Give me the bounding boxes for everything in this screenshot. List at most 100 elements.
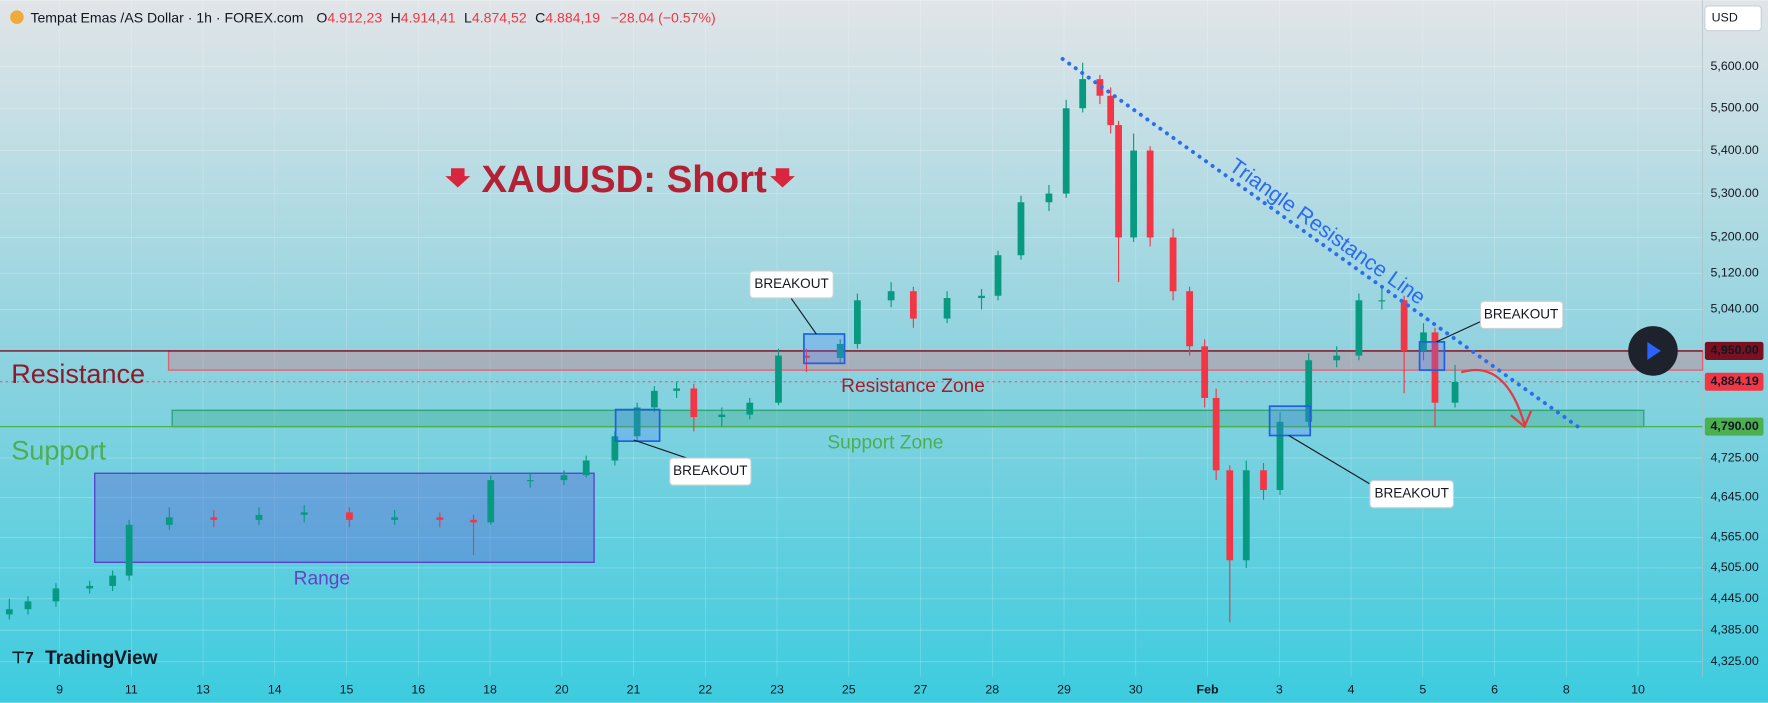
brand-logo: ⊤7 <box>11 650 34 667</box>
y-tick-label: 5,200.00 <box>1710 230 1758 244</box>
candle-body <box>650 390 658 408</box>
candle-body <box>1115 125 1122 238</box>
candle-body <box>1079 79 1087 109</box>
y-tick-label: 5,600.00 <box>1710 59 1758 73</box>
candle-body <box>109 575 117 586</box>
zone <box>167 350 1704 371</box>
leader-line <box>1288 435 1376 488</box>
candle-body <box>52 588 60 602</box>
x-tick-label: 9 <box>56 683 63 697</box>
callout-text: BREAKOUT <box>754 276 828 291</box>
y-tick-label: 4,725.00 <box>1710 450 1758 464</box>
y-tick-label: 5,400.00 <box>1710 143 1758 157</box>
y-tick-label: 4,325.00 <box>1710 654 1758 668</box>
y-tick-label: 5,300.00 <box>1710 186 1758 200</box>
candle-body <box>165 517 173 525</box>
candle-body <box>1333 355 1341 361</box>
x-tick-label: 22 <box>698 683 712 697</box>
candle-body <box>210 517 218 520</box>
callout-text: BREAKOUT <box>1375 486 1449 501</box>
x-tick-label: 15 <box>340 683 354 697</box>
price-label-box <box>1704 372 1764 391</box>
callout-box <box>669 457 752 486</box>
x-tick-label: 14 <box>268 683 282 697</box>
candle-body <box>1355 300 1363 356</box>
candle-body <box>887 291 895 301</box>
breakout-box <box>1268 405 1312 437</box>
callout-text: BREAKOUT <box>1484 306 1558 321</box>
ohlc-value: 4.874,52 <box>472 9 527 25</box>
candle-body <box>1045 193 1053 203</box>
brand: TradingView <box>45 648 158 669</box>
y-tick-label: 4,385.00 <box>1710 622 1758 636</box>
candle-body <box>1201 346 1209 398</box>
candle-body <box>526 480 534 482</box>
x-tick-label: 28 <box>985 683 999 697</box>
currency-button[interactable] <box>1704 5 1762 32</box>
candle-body <box>633 407 641 437</box>
header: Tempat Emas /AS Dollar · 1h · FOREX.com … <box>30 9 715 25</box>
zone <box>171 409 1645 428</box>
x-tick-label: 3 <box>1276 683 1283 697</box>
candle-body <box>1146 150 1154 238</box>
callout-box <box>1369 480 1454 509</box>
arrow-down <box>770 168 795 188</box>
ohlc-value: 4.914,41 <box>401 9 456 25</box>
x-tick-label: 27 <box>914 683 928 697</box>
y-tick-label: 5,120.00 <box>1710 265 1758 279</box>
candle-body <box>125 524 133 576</box>
candle-body <box>1378 300 1386 302</box>
candle-body <box>854 300 861 344</box>
projection-arrow-head <box>1510 410 1533 429</box>
candle-body <box>560 475 568 481</box>
breakout-box <box>614 408 661 442</box>
x-tick-label: 21 <box>627 683 641 697</box>
candle-body <box>1169 237 1177 292</box>
breakout-box <box>803 333 846 365</box>
trend-line <box>1060 56 1582 430</box>
candle-body <box>346 512 353 520</box>
ohlc-key: L <box>464 9 472 25</box>
ohlc-key: O <box>316 9 327 25</box>
title: XAUUSD: Short <box>481 158 767 201</box>
candle-body <box>1431 332 1439 403</box>
price-label: 4,884.19 <box>1710 374 1758 388</box>
candle-body <box>978 295 985 299</box>
candle-body <box>803 355 810 358</box>
candle-body <box>391 517 399 520</box>
y-tick-label: 4,645.00 <box>1710 490 1758 504</box>
x-tick-label: 23 <box>770 683 784 697</box>
arrow-down <box>445 168 471 188</box>
x-tick-label: 4 <box>1348 683 1355 697</box>
candle-body <box>24 601 32 610</box>
ohlc-key: H <box>391 9 401 25</box>
candle-body <box>943 298 951 319</box>
candle-body <box>909 291 917 319</box>
grid <box>0 0 1703 677</box>
candle-body <box>1451 381 1459 403</box>
x-tick-label: 8 <box>1563 683 1570 697</box>
ohlc-value: 4.912,23 <box>327 9 382 25</box>
leader-line <box>788 295 817 335</box>
candle-body <box>1212 397 1220 471</box>
y-tick-label: 5,500.00 <box>1710 101 1758 115</box>
zone-label: Support Zone <box>827 433 943 454</box>
x-tick-label: 16 <box>411 683 425 697</box>
x-tick-label: 20 <box>555 683 569 697</box>
x-tick-label: 13 <box>196 683 210 697</box>
candle-body <box>690 388 698 418</box>
leader-line <box>1436 321 1481 343</box>
y-tick-label: 4,445.00 <box>1710 591 1758 605</box>
candle-body <box>1130 150 1138 238</box>
candle-body <box>1305 360 1313 422</box>
breakout-box <box>1418 341 1446 371</box>
candle-body <box>487 480 495 523</box>
candle-body <box>746 402 754 415</box>
candle-body <box>836 343 844 358</box>
x-tick-label: 6 <box>1491 683 1498 697</box>
candle-body <box>300 512 308 515</box>
level-label: Support <box>11 436 106 466</box>
candle-body <box>1242 470 1250 561</box>
candle-body <box>1062 108 1070 194</box>
